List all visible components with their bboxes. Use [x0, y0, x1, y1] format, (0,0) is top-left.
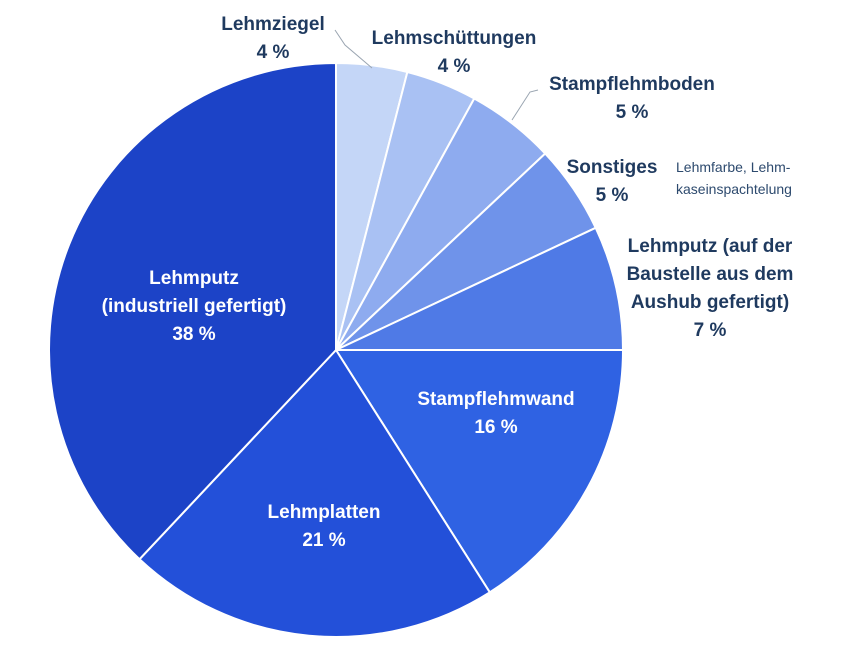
leader-line-1: [334, 29, 373, 69]
slice-label-line: Stampflehmboden: [549, 74, 715, 95]
slice-label-line: Baustelle aus dem: [627, 264, 794, 285]
slice-value-6: 16 %: [474, 417, 517, 438]
slice-label-line: Aushub gefertigt): [631, 292, 789, 313]
slice-note-line: Lehmfarbe, Lehm-: [676, 159, 791, 175]
slice-value-4: 5 %: [596, 185, 629, 206]
slice-label-line: Lehmputz: [149, 268, 239, 289]
pie-slice-7: [138, 348, 492, 638]
pie-slice-6: [334, 349, 625, 594]
slice-label-8: Lehmputz (industriell gefertigt) 38 %: [102, 268, 287, 345]
slice-label-line: Sonstiges: [567, 157, 658, 178]
slice-label-line: Lehmziegel: [221, 14, 324, 35]
slice-value-5: 7 %: [694, 320, 727, 341]
slice-label-5: Lehmputz (auf der Baustelle aus dem Aushub…: [627, 236, 794, 341]
slice-label-7: Lehmplatten 21 %: [268, 502, 381, 551]
slice-label-line: (industriell gefertigt): [102, 296, 287, 317]
pie-slice-5: [335, 226, 625, 351]
slice-value-2: 4 %: [438, 56, 471, 77]
pie-slice-8: [48, 61, 337, 561]
slice-label-6: Stampflehmwand 16 %: [417, 389, 574, 438]
slice-note-line: kaseinspachtelung: [676, 181, 792, 197]
leader-line-3: [511, 89, 539, 121]
slice-label-line: Lehmschüttungen: [372, 28, 537, 49]
slice-value-7: 21 %: [302, 530, 345, 551]
slice-label-3: Stampflehmboden 5 %: [549, 74, 715, 123]
slice-label-line: Stampflehmwand: [417, 389, 574, 410]
slice-label-line: Lehmplatten: [268, 502, 381, 523]
slice-note-4: Lehmfarbe, Lehm-kaseinspachtelung: [676, 159, 792, 197]
slice-value-8: 38 %: [172, 324, 215, 345]
slice-value-3: 5 %: [616, 102, 649, 123]
slice-label-2: Lehmschüttungen 4 %: [372, 28, 537, 77]
slice-value-1: 4 %: [257, 42, 290, 63]
slice-label-1: Lehmziegel 4 %: [221, 14, 324, 63]
slice-label-4: Sonstiges 5 %: [567, 157, 658, 206]
slice-label-line: Lehmputz (auf der: [628, 236, 793, 257]
